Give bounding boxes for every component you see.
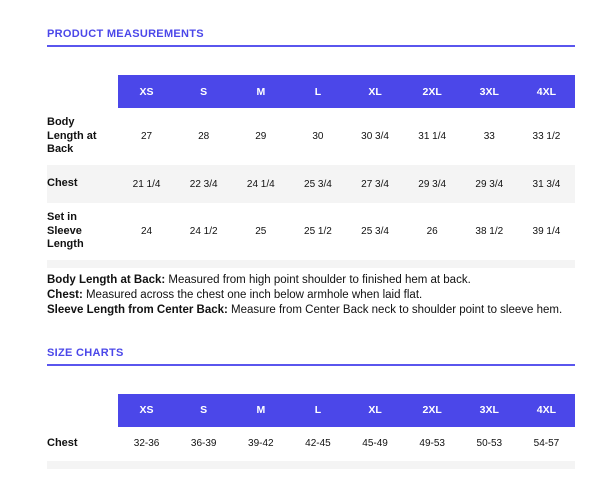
table-row-body-length: Body Length at Back 27 28 29 30 30 3/4 3… [47,108,575,165]
size-range-value: 32-36 [133,438,160,450]
table-row-chest: Chest 21 1/4 22 3/4 24 1/4 25 3/4 27 3/4… [47,165,575,203]
measurement-value: 25 3/4 [361,226,389,237]
measurement-value: 25 [255,226,267,237]
size-range-value: 45-49 [362,438,388,450]
measurement-value: 25 1/2 [304,226,332,237]
size-column-header-s: S [175,75,233,108]
size-column-header-3xl: 3XL [460,393,518,427]
size-column-header-xs: XS [118,75,176,108]
row-label: Body Length at Back [47,115,97,156]
size-column-header-4xl: 4XL [517,393,575,427]
size-column-header-m: M [232,75,290,108]
corner-cell [47,394,118,427]
size-column-header-2xl: 2XL [403,75,461,108]
note-term: Sleeve Length from Center Back: [47,304,228,317]
measurement-value: 26 [426,226,438,237]
measurement-notes: Body Length at Back: Measured from high … [47,273,575,319]
size-column-header-3xl: 3XL [460,75,518,108]
measurement-value: 22 3/4 [189,178,218,190]
measurement-value: 33 1/2 [532,131,561,142]
measurement-value: 29 [255,131,267,142]
size-range-value: 42-45 [305,438,331,450]
measurement-value: 28 [198,131,210,142]
note-text: Measured across the chest one inch below… [82,289,423,302]
note-chest: Chest: Measured across the chest one inc… [47,288,575,303]
table-row-chest-range: Chest 32-36 36-39 39-42 42-45 45-49 49-5… [47,426,575,461]
size-column-header-xl: XL [346,393,404,427]
measurement-value: 31 1/4 [418,131,447,142]
size-chart-page: PRODUCT MEASUREMENTS XS S M L XL 2XL 3XL… [47,28,575,469]
size-range-value: 39-42 [248,438,274,450]
size-column-header-m: M [232,393,290,427]
measurement-value: 29 3/4 [475,178,504,190]
product-measurements-table: XS S M L XL 2XL 3XL 4XL Body Length at B… [47,75,575,268]
row-label: Chest [47,177,78,190]
note-text: Measured from high point shoulder to fin… [165,274,471,286]
size-column-header-xl: XL [346,75,404,108]
row-label: Set in Sleeve Length [47,210,84,251]
measurement-value: 25 3/4 [304,178,332,190]
row-label: Chest [47,436,78,449]
note-body-length: Body Length at Back: Measured from high … [47,273,575,288]
measurement-value: 24 [141,226,153,237]
size-range-value: 36-39 [190,438,217,450]
table-row-sleeve-length: Set in Sleeve Length 24 24 1/2 25 25 1/2… [47,203,575,260]
measurement-value: 31 3/4 [532,178,561,190]
measurement-value: 39 1/4 [532,226,561,237]
measurement-value: 24 1/4 [246,178,275,190]
measurement-value: 27 3/4 [361,178,389,190]
size-header-row: XS S M L XL 2XL 3XL 4XL [47,75,575,108]
size-column-header-l: L [289,393,347,427]
measurement-value: 21 1/4 [132,178,161,190]
measurement-value: 30 [312,131,324,142]
size-column-header-2xl: 2XL [403,393,461,427]
size-column-header-4xl: 4XL [517,75,575,108]
note-term: Body Length at Back: [47,274,166,286]
table-bottom-stripe [47,260,575,268]
measurement-value: 27 [141,131,153,142]
size-charts-title: SIZE CHARTS [47,347,575,366]
size-range-value: 49-53 [419,438,445,450]
corner-cell [47,75,118,108]
note-sleeve-length: Sleeve Length from Center Back: Measure … [47,303,575,318]
size-column-header-xs: XS [118,393,176,427]
note-text: Measure from Center Back neck to shoulde… [227,304,563,317]
size-range-value: 54-57 [533,438,560,450]
size-range-value: 50-53 [476,438,503,450]
measurement-value: 30 3/4 [361,131,389,142]
measurement-value: 29 3/4 [418,178,447,190]
size-header-row: XS S M L XL 2XL 3XL 4XL [47,393,575,427]
size-charts-table: XS S M L XL 2XL 3XL 4XL Chest 32-36 36-3… [47,393,575,469]
size-column-header-s: S [175,393,233,427]
measurement-value: 24 1/2 [189,226,218,237]
measurement-value: 38 1/2 [475,226,504,237]
product-measurements-title: PRODUCT MEASUREMENTS [47,28,575,47]
table-bottom-stripe [47,460,575,469]
note-term: Chest: [47,289,83,302]
size-column-header-l: L [289,75,347,108]
measurement-value: 33 [483,131,495,142]
